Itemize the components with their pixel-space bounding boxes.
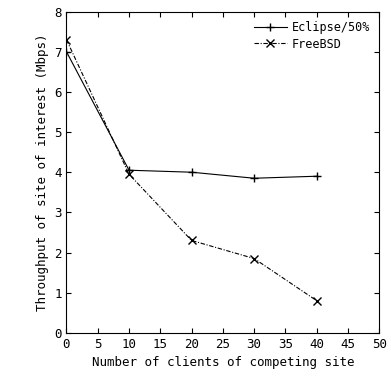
Eclipse/50% bbox=[189, 170, 194, 175]
X-axis label: Number of clients of competing site: Number of clients of competing site bbox=[91, 356, 354, 369]
Eclipse/50% bbox=[64, 50, 69, 54]
Eclipse/50% bbox=[127, 168, 131, 173]
FreeBSD bbox=[127, 172, 131, 176]
Eclipse/50% bbox=[314, 174, 319, 178]
FreeBSD bbox=[64, 38, 69, 42]
Legend: Eclipse/50%, FreeBSD: Eclipse/50%, FreeBSD bbox=[250, 17, 373, 54]
Line: Eclipse/50%: Eclipse/50% bbox=[62, 48, 321, 182]
FreeBSD bbox=[314, 298, 319, 303]
FreeBSD bbox=[189, 238, 194, 243]
FreeBSD bbox=[252, 256, 256, 261]
Eclipse/50% bbox=[252, 176, 256, 181]
Y-axis label: Throughput of site of interest (Mbps): Throughput of site of interest (Mbps) bbox=[36, 33, 48, 311]
Line: FreeBSD: FreeBSD bbox=[62, 36, 321, 305]
